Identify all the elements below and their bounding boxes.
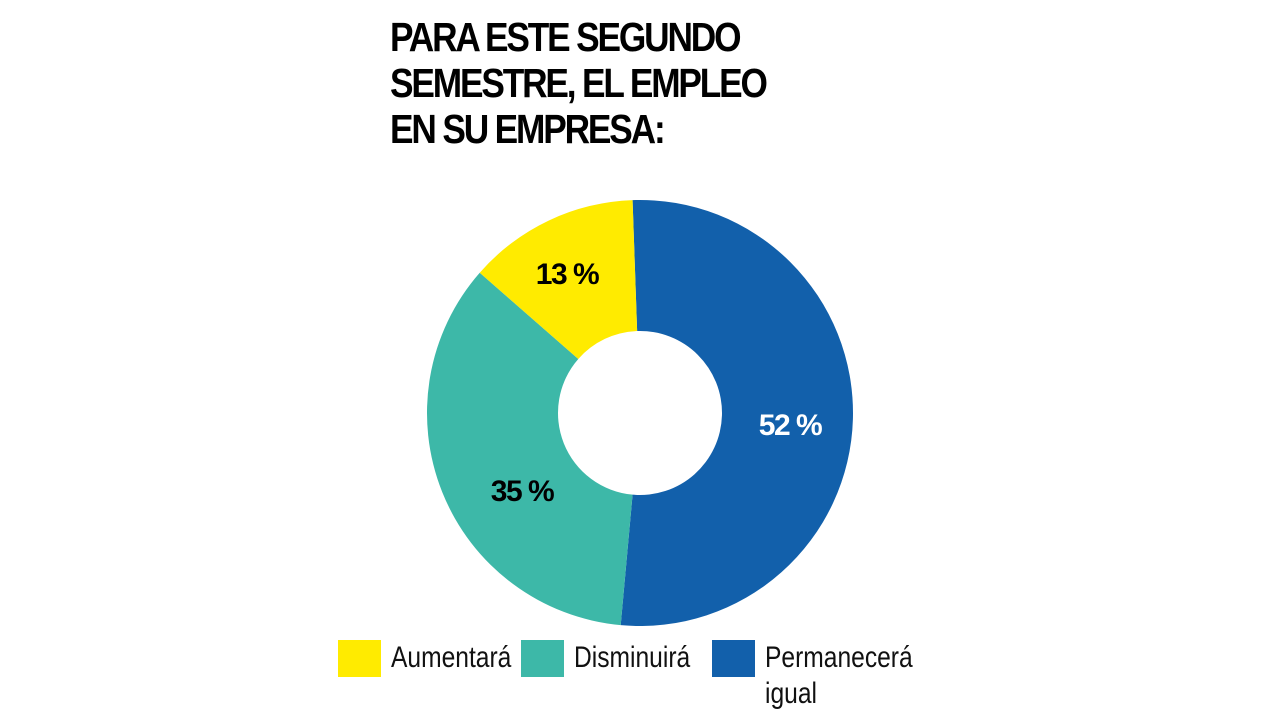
slice-value-label: 13 % [536, 258, 599, 291]
legend-label: Disminuirá [574, 641, 691, 674]
legend-swatch-teal [521, 640, 564, 677]
legend-label: Aumentará [391, 641, 512, 674]
title-line-2: SEMESTRE, EL EMPLEO [390, 60, 768, 106]
slice-value-label: 52 % [759, 409, 822, 442]
legend-swatch-blue [712, 640, 755, 677]
legend-label: Permanecerá igual [765, 641, 913, 710]
legend-item-aumentara: Aumentará [338, 640, 511, 677]
legend-item-permanecera-igual: Permanecerá igual [712, 640, 925, 712]
legend: Aumentará Disminuirá Permanecerá igual [338, 640, 935, 712]
title-line-3: EN SU EMPRESA: [390, 106, 666, 152]
donut-slice-permanecer-igual [620, 200, 854, 627]
donut-slice-disminuir- [427, 272, 633, 626]
title-line-1: PARA ESTE SEGUNDO [390, 14, 742, 60]
donut-slice-aumentar- [479, 200, 638, 359]
legend-item-disminuira: Disminuirá [521, 640, 702, 677]
chart-title: PARA ESTE SEGUNDO SEMESTRE, EL EMPLEO EN… [390, 14, 786, 152]
legend-swatch-yellow [338, 640, 381, 677]
slice-value-label: 35 % [491, 475, 554, 508]
